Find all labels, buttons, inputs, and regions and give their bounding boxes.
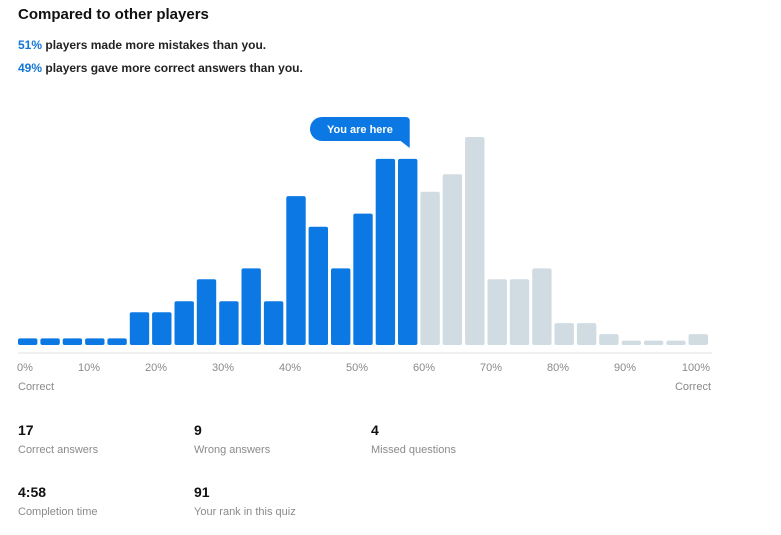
stat-completion-time: 4:58 Completion time	[18, 484, 188, 518]
bar-8	[196, 279, 217, 345]
bar-25	[576, 323, 597, 345]
stat-value: 17	[18, 422, 34, 438]
mistakes-text: players made more mistakes than you.	[42, 38, 267, 52]
x-tick-label: 0%	[17, 362, 33, 374]
bar-27	[621, 340, 641, 345]
stat-label: Missed questions	[371, 444, 456, 456]
bar-13	[308, 226, 328, 345]
mistakes-summary: 51% players made more mistakes than you.	[18, 38, 266, 52]
axis-right-label: Correct	[675, 381, 711, 393]
bar-10	[241, 268, 261, 345]
bar-16	[375, 158, 396, 345]
bar-22	[509, 279, 530, 345]
bar-24	[554, 323, 574, 345]
stat-missed-questions: 4 Missed questions	[371, 422, 541, 456]
stat-value: 4:58	[18, 484, 47, 500]
bar-19	[442, 174, 463, 345]
stat-label: Correct answers	[18, 444, 99, 456]
bar-23	[532, 268, 552, 345]
bar-12	[286, 196, 306, 345]
bar-3	[85, 338, 105, 345]
stat-value: 91	[194, 484, 210, 500]
correct-summary: 49% players gave more correct answers th…	[18, 61, 303, 75]
you-are-here-marker: You are here	[310, 117, 410, 148]
stat-value: 9	[194, 422, 202, 438]
correct-text: players gave more correct answers than y…	[42, 61, 303, 75]
stat-label: Your rank in this quiz	[194, 506, 296, 518]
bar-26	[599, 334, 619, 345]
section-title: Compared to other players	[18, 6, 209, 23]
marker-bubble	[310, 117, 410, 148]
x-tick-label: 80%	[547, 362, 569, 374]
bar-9	[219, 301, 239, 345]
bar-29	[666, 340, 686, 345]
correct-percent: 49%	[18, 61, 43, 75]
stat-label: Wrong answers	[194, 444, 271, 456]
bar-14	[331, 268, 351, 345]
x-axis-ticks: 0% 10% 20% 30% 40% 50% 60% 70% 80% 90% 100%	[17, 362, 710, 374]
bar-5	[129, 312, 150, 345]
bar-2	[62, 338, 83, 345]
axis-left-label: Correct	[18, 381, 54, 393]
bar-11	[263, 301, 284, 345]
x-tick-label: 70%	[480, 362, 502, 374]
x-tick-label: 40%	[279, 362, 301, 374]
stat-rank: 91 Your rank in this quiz	[194, 484, 364, 518]
x-tick-label: 10%	[78, 362, 100, 374]
bar-28	[643, 340, 664, 345]
x-tick-label: 100%	[682, 362, 710, 374]
bar-18	[420, 191, 440, 345]
bar-0	[18, 338, 38, 345]
stat-wrong-answers: 9 Wrong answers	[194, 422, 364, 456]
bar-4	[107, 338, 127, 345]
stat-value: 4	[371, 422, 379, 438]
x-tick-label: 20%	[145, 362, 167, 374]
x-tick-label: 90%	[614, 362, 636, 374]
score-distribution-chart: 0% 10% 20% 30% 40% 50% 60% 70% 80% 90% 100% Correc…	[17, 117, 712, 393]
stat-label: Completion time	[18, 506, 98, 518]
marker-label: You are here	[327, 124, 393, 136]
bars-group	[18, 137, 708, 345]
bar-21	[487, 279, 507, 345]
bar-15	[353, 213, 373, 345]
bar-6	[152, 312, 172, 345]
x-tick-label: 60%	[413, 362, 435, 374]
x-tick-label: 30%	[212, 362, 234, 374]
bar-17	[398, 158, 418, 345]
bar-30	[688, 334, 708, 345]
bar-7	[174, 301, 194, 345]
x-tick-label: 50%	[346, 362, 368, 374]
bar-1	[40, 338, 60, 345]
mistakes-percent: 51%	[18, 38, 43, 52]
stat-correct-answers: 17 Correct answers	[18, 422, 188, 456]
bar-20	[465, 137, 485, 345]
